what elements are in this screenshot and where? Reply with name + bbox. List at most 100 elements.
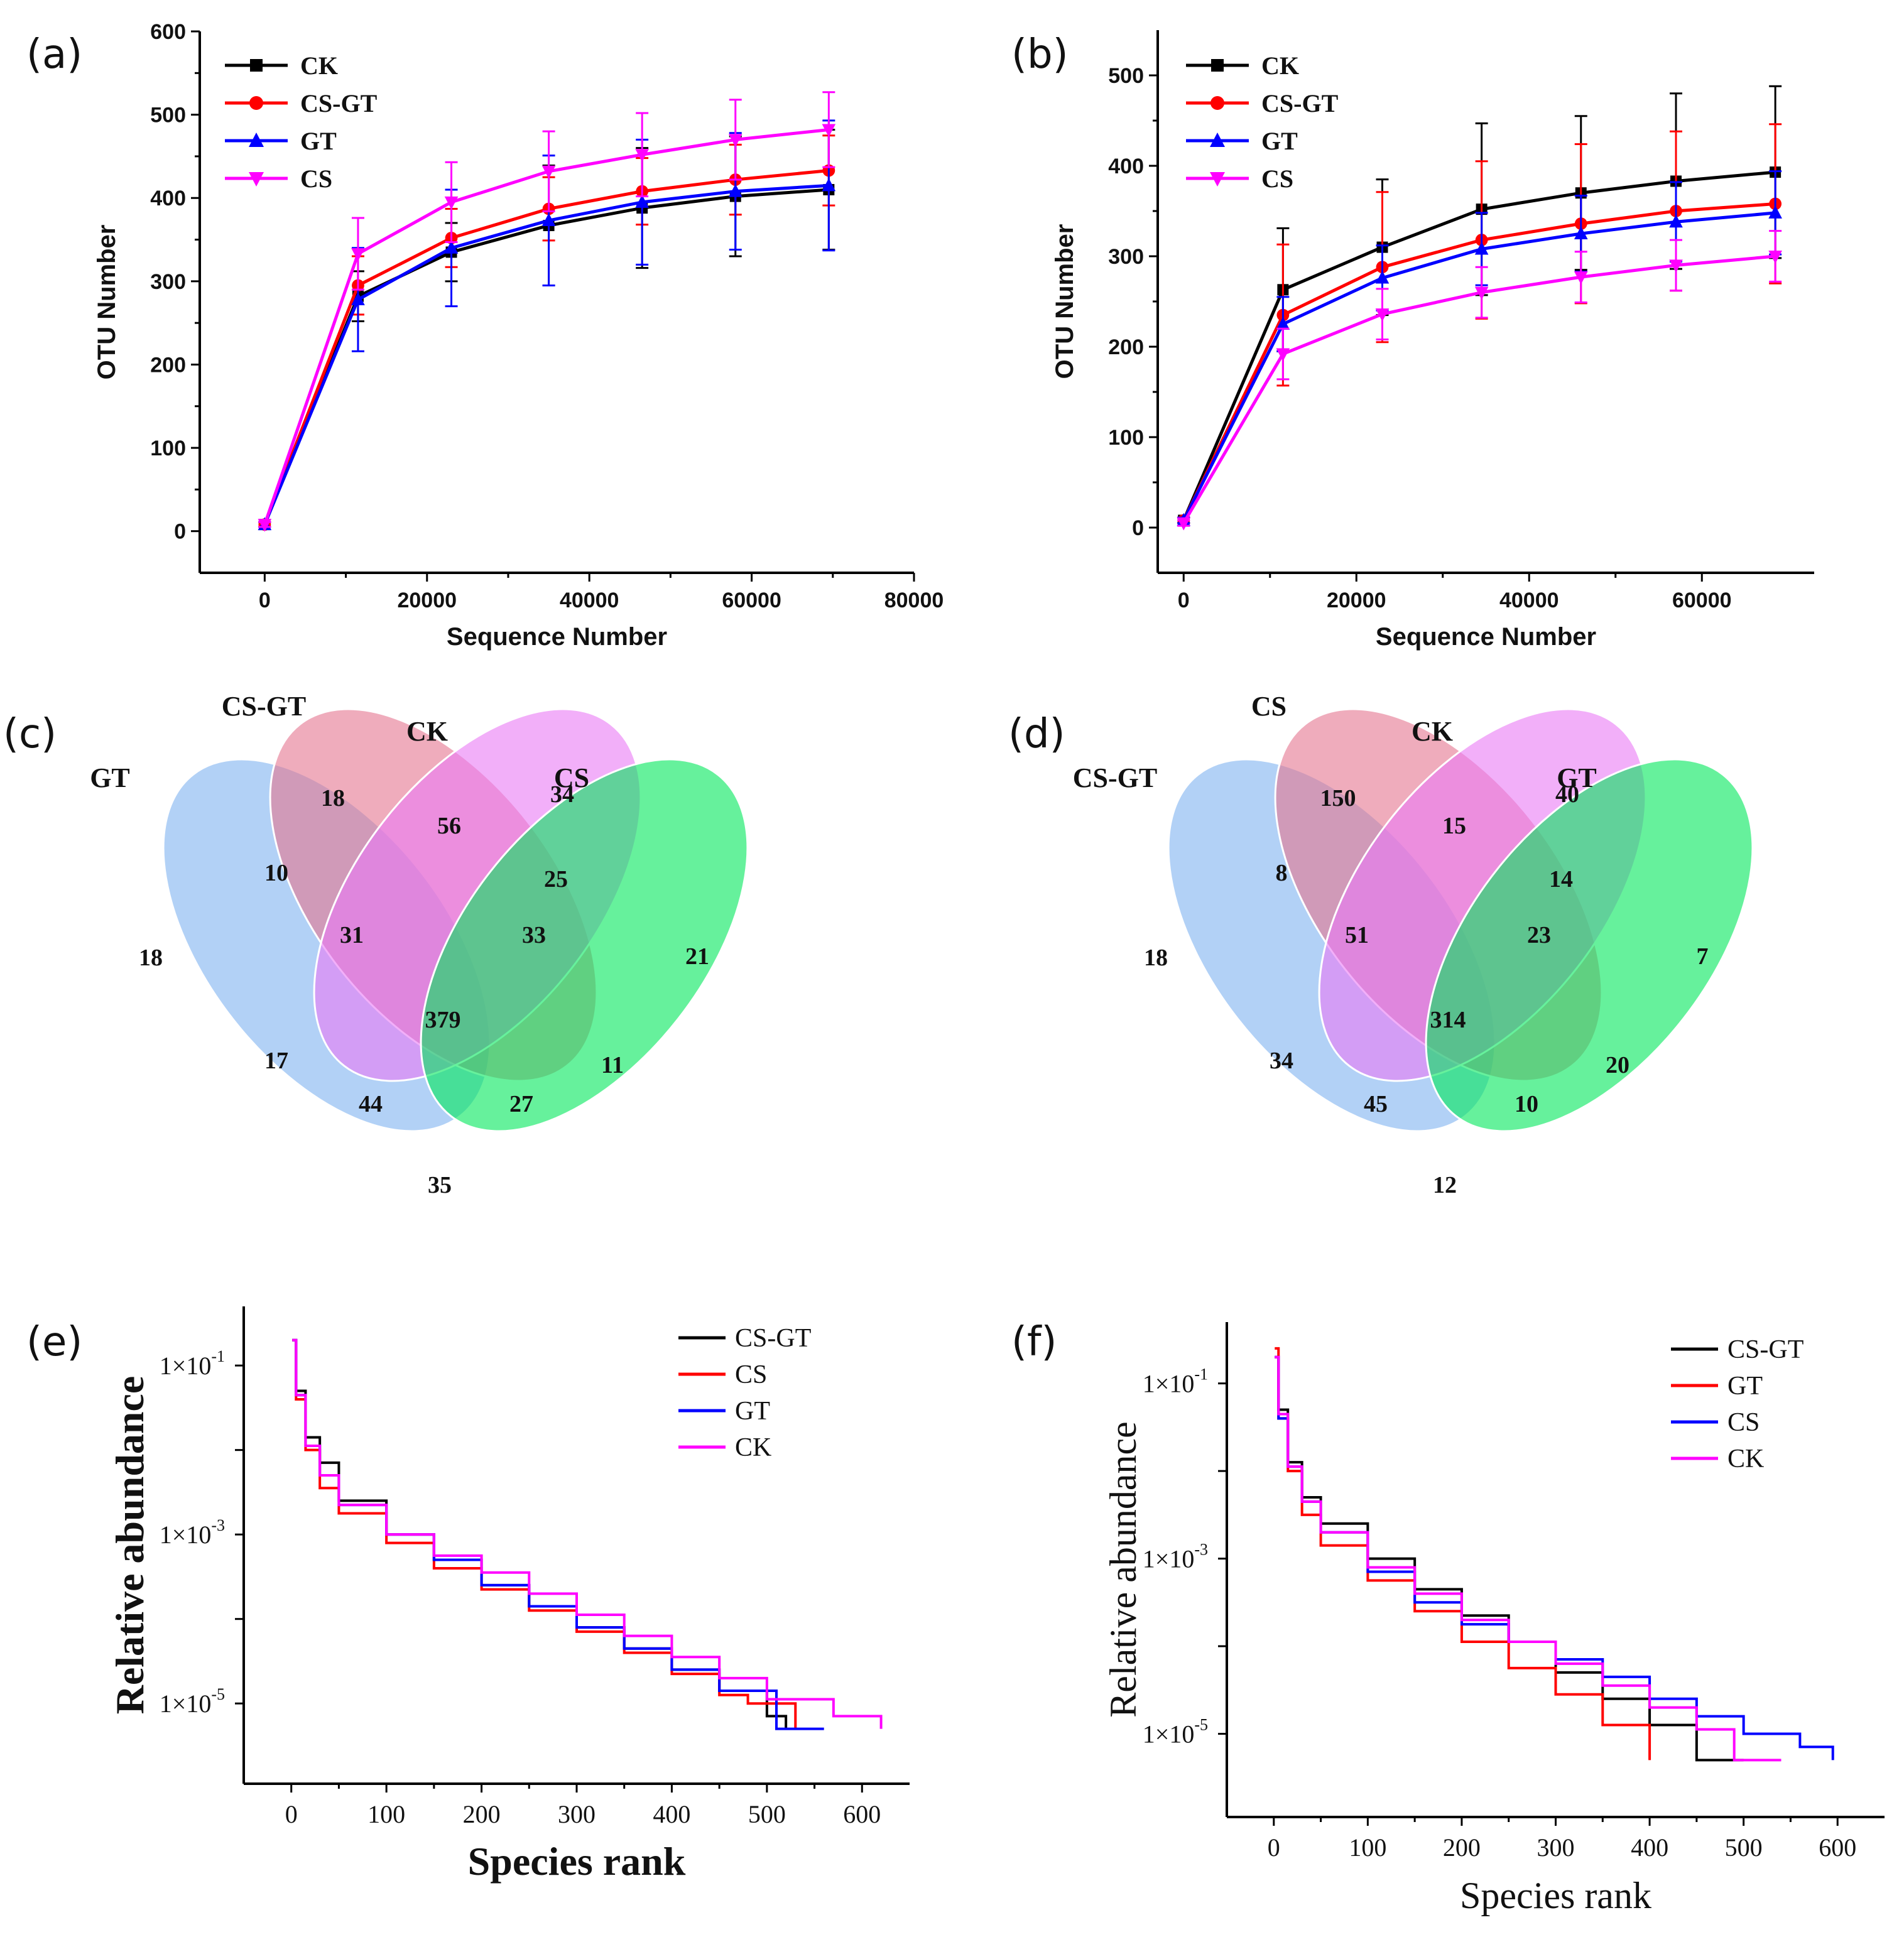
- data-point: [1375, 308, 1390, 322]
- venn-region-count: 35: [428, 1172, 452, 1198]
- venn-set-label: CS: [1251, 691, 1287, 722]
- panel-b: (b) 0 100 200 300 400 500 0 20000 40000 60000 Seque…: [1011, 30, 1814, 651]
- data-point: [351, 248, 365, 261]
- panel-d: (d) CS-GT CS CK GT 18 150 40 7 8 15 14 51 23 314 34 20 45…: [1008, 691, 1754, 1198]
- panel-label: (d): [1008, 711, 1065, 757]
- legend-marker: [1211, 59, 1224, 72]
- x-tick-label: 20000: [397, 589, 457, 612]
- data-point: [351, 292, 365, 306]
- y-tick-label: 100: [150, 437, 186, 460]
- venn-region-count: 51: [1345, 922, 1369, 948]
- series-cs-gt: [1275, 1355, 1744, 1762]
- venn-region-count: 11: [601, 1052, 624, 1078]
- venn-region-count: 23: [1527, 922, 1551, 948]
- y-tick-label: 200: [1108, 335, 1144, 359]
- y-axis-title: Relative abundance: [1102, 1421, 1144, 1717]
- y-tick-label: 500: [150, 104, 186, 127]
- panel-label: (e): [26, 1319, 82, 1365]
- data-point: [444, 196, 459, 210]
- panel-label: (f): [1011, 1319, 1057, 1365]
- legend-label: CK: [1727, 1445, 1764, 1473]
- y-tick-label: 1×10-3: [160, 1516, 225, 1549]
- legend-label: CS: [1261, 165, 1293, 193]
- venn-region-count: 10: [264, 860, 288, 886]
- y-tick-label: 0: [1132, 516, 1144, 540]
- venn-region-count: 15: [1442, 813, 1466, 839]
- legend-label: CS-GT: [735, 1324, 811, 1353]
- venn-set-label: CS-GT: [1073, 762, 1157, 793]
- venn-region-count: 21: [685, 943, 709, 970]
- y-tick-label: 100: [1108, 426, 1144, 450]
- data-point: [1276, 317, 1290, 330]
- data-point: [541, 165, 556, 179]
- data-point: [728, 134, 743, 148]
- legend-marker: [249, 172, 264, 187]
- y-tick-label: 1×10-5: [160, 1685, 225, 1718]
- data-point: [1177, 517, 1191, 531]
- venn-set-label: GT: [90, 762, 130, 793]
- x-axis-title: Species rank: [1460, 1875, 1651, 1916]
- legend-label: CS: [1727, 1408, 1760, 1437]
- legend-label: CK: [1261, 52, 1299, 80]
- x-tick-label: 300: [558, 1800, 596, 1828]
- legend-label: CS: [735, 1360, 767, 1389]
- x-axis-title: Species rank: [468, 1839, 686, 1884]
- x-tick-label: 60000: [1672, 589, 1732, 612]
- y-axis-title: OTU Number: [93, 225, 121, 380]
- venn-region-count: 150: [1320, 785, 1356, 811]
- data-point: [541, 213, 556, 227]
- data-point: [1574, 271, 1588, 285]
- venn-region-count: 314: [1430, 1007, 1466, 1033]
- panel-c: (c) GT CS-GT CK CS 18 18 34 21 10 56 25 31 33 379 17 11 4…: [3, 691, 749, 1198]
- x-tick-label: 60000: [722, 589, 781, 612]
- venn-region-count: 18: [139, 945, 163, 971]
- series-ck: [292, 1338, 883, 1729]
- venn-region-count: 18: [321, 785, 345, 811]
- legend-marker: [1210, 133, 1225, 147]
- y-tick-label: 1×10-3: [1143, 1541, 1208, 1573]
- data-point: [1474, 286, 1489, 300]
- venn-region-count: 8: [1276, 860, 1288, 886]
- venn-set-label: CK: [1412, 716, 1453, 747]
- y-tick-label: 1×10-1: [1143, 1365, 1208, 1398]
- legend-label: CS-GT: [1261, 89, 1339, 117]
- venn-region-count: 379: [425, 1007, 461, 1033]
- venn-region-count: 14: [1549, 866, 1573, 892]
- x-tick-label: 0: [285, 1800, 298, 1828]
- y-axis-title: Relative abundance: [107, 1376, 152, 1715]
- legend-marker: [1210, 172, 1225, 187]
- data-point: [635, 149, 649, 162]
- x-tick-label: 100: [367, 1800, 405, 1828]
- venn-region-count: 18: [1144, 945, 1168, 971]
- panel-label: (a): [26, 31, 82, 78]
- venn-region-count: 34: [1270, 1048, 1293, 1074]
- venn-set-label: GT: [1557, 762, 1597, 793]
- y-tick-label: 1×10-5: [1143, 1716, 1208, 1749]
- y-tick-label: 0: [174, 520, 186, 544]
- data-point: [1669, 214, 1683, 228]
- venn-set-label: CK: [406, 716, 448, 747]
- panel-f: (f) 1×10-1 1×10-3 1×10-5 0 100 200 300 400 500 600…: [1011, 1319, 1885, 1916]
- series-step-line: [1275, 1355, 1782, 1762]
- venn-set-cs: [420, 758, 749, 1132]
- legend-label: GT: [300, 127, 337, 155]
- y-tick-label: 600: [150, 20, 186, 44]
- legend-label: GT: [1261, 127, 1298, 155]
- venn-set-gt: [1425, 758, 1754, 1132]
- data-point: [728, 183, 743, 197]
- x-tick-label: 200: [1443, 1833, 1481, 1862]
- y-tick-label: 200: [150, 353, 186, 377]
- legend-marker: [1210, 96, 1224, 110]
- venn-region-count: 20: [1606, 1052, 1629, 1078]
- series-step-line: [1275, 1355, 1744, 1762]
- legend-label: CS: [300, 165, 332, 193]
- venn-region-count: 44: [359, 1091, 383, 1117]
- panel-e: (e) 1×10-1 1×10-3 1×10-5 0 100 200 300 400 500 600…: [26, 1306, 910, 1884]
- x-tick-label: 40000: [560, 589, 619, 612]
- venn-set-label: CS-GT: [222, 691, 306, 722]
- x-tick-label: 600: [1819, 1833, 1856, 1862]
- data-point: [822, 124, 836, 138]
- x-tick-label: 500: [748, 1800, 786, 1828]
- x-tick-label: 40000: [1499, 589, 1559, 612]
